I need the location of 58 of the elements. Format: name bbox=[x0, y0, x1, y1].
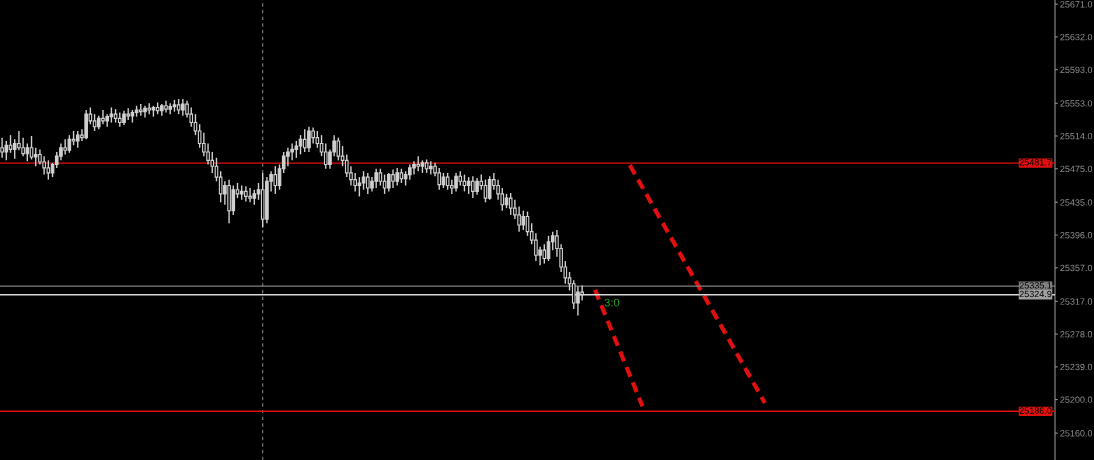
candlestick bbox=[336, 136, 341, 162]
y-tick-label: 25632.0 bbox=[1060, 33, 1093, 41]
y-tick-label: 25239.0 bbox=[1060, 363, 1093, 371]
candlestick bbox=[29, 135, 34, 161]
candlestick bbox=[273, 165, 278, 195]
y-tick-label: 25200.0 bbox=[1060, 396, 1093, 403]
y-tick-label: 25475.0 bbox=[1060, 165, 1093, 173]
candlestick bbox=[357, 176, 362, 198]
candlestick bbox=[521, 209, 526, 231]
candlestick bbox=[290, 142, 294, 162]
candlestick bbox=[143, 105, 147, 119]
y-tick-label: 25593.0 bbox=[1060, 66, 1093, 74]
y-tick-label: 25553.0 bbox=[1060, 100, 1093, 107]
candlestick bbox=[454, 172, 458, 193]
candlestick bbox=[307, 126, 311, 153]
candlestick bbox=[412, 160, 416, 176]
ref-line-label: 25324.9 bbox=[1019, 290, 1052, 298]
candlestick bbox=[386, 172, 391, 193]
candlestick bbox=[508, 192, 513, 216]
candlestick bbox=[323, 142, 328, 170]
candlestick bbox=[138, 103, 143, 117]
candlestick bbox=[248, 187, 252, 203]
candlestick bbox=[46, 159, 51, 181]
candlestick bbox=[4, 140, 9, 162]
candlestick bbox=[33, 147, 38, 167]
y-tick-label: 25278.0 bbox=[1060, 331, 1093, 338]
ref-line-label: 25186.0 bbox=[1019, 407, 1052, 414]
candlestick bbox=[437, 167, 442, 191]
candlestick bbox=[576, 285, 580, 317]
candlestick bbox=[231, 184, 236, 216]
y-tick-label: 25160.0 bbox=[1060, 430, 1093, 437]
candlestick bbox=[101, 109, 105, 125]
candlestick bbox=[374, 168, 379, 189]
y-tick-label: 25514.0 bbox=[1060, 132, 1093, 140]
annotation: 3:0 bbox=[604, 298, 620, 307]
candlestick bbox=[534, 232, 538, 262]
candlestick bbox=[365, 172, 370, 195]
candlestick bbox=[84, 109, 88, 141]
candlestick bbox=[302, 128, 307, 153]
y-tick-label: 25357.0 bbox=[1060, 264, 1093, 272]
ref-line-label: 25335.1 bbox=[1019, 282, 1052, 289]
candlestick bbox=[218, 170, 223, 203]
y-tick-label: 25396.0 bbox=[1060, 232, 1093, 239]
candlestick bbox=[382, 173, 387, 195]
y-tick-label: 25671.0 bbox=[1060, 1, 1093, 8]
y-tick-label: 25435.0 bbox=[1060, 199, 1093, 206]
candlestick bbox=[0, 136, 4, 159]
candlestick bbox=[487, 175, 492, 201]
ref-line-label: 25481.7 bbox=[1019, 159, 1052, 166]
candlestick bbox=[471, 175, 475, 199]
candlestick bbox=[286, 147, 290, 167]
candlestick bbox=[361, 170, 366, 191]
candlestick bbox=[429, 160, 433, 176]
candlestick bbox=[542, 243, 547, 265]
candlestick bbox=[63, 138, 67, 156]
candlestick bbox=[450, 178, 454, 195]
candlestick bbox=[391, 168, 395, 189]
y-tick-label: 25317.0 bbox=[1060, 298, 1093, 305]
